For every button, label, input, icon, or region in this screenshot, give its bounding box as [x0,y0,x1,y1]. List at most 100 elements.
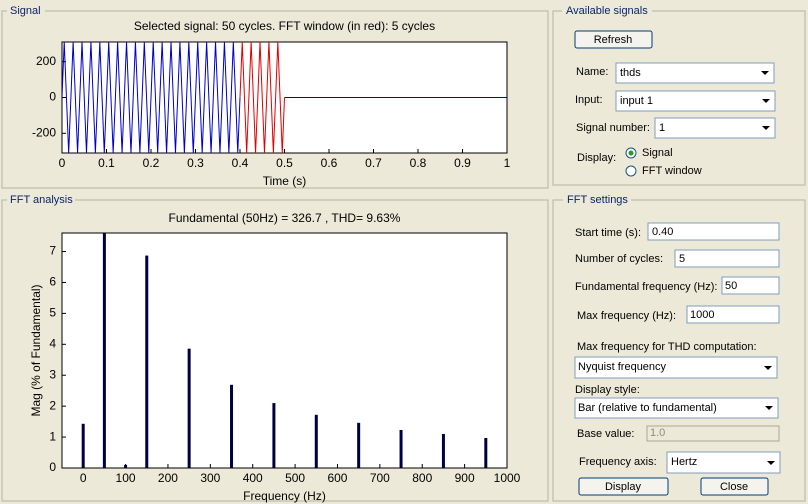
chart-title: Fundamental (50Hz) = 326.7 , THD= 9.63% [169,211,401,225]
x-tick-label: 0.8 [410,156,427,170]
x-tick-label: 200 [158,471,178,485]
select-value: input 1 [620,95,653,107]
panel-title: Signal [10,5,41,17]
y-axis-label: Mag (% of Fundamental) [29,284,43,416]
input-value: 0.40 [652,226,673,238]
x-tick-label: 300 [200,471,220,485]
dropdown-arrow [762,99,770,103]
signal-number-select[interactable] [654,117,776,139]
dropdown-arrow [762,126,770,130]
dropdown-arrow [767,461,775,465]
y-tick-label: 0 [49,90,56,104]
label: Name: [576,66,608,78]
select-value: thds [620,67,641,79]
label: Display style: [575,384,640,396]
frequency-axis-select[interactable] [666,451,781,474]
label: Start time (s): [575,227,641,239]
bar [272,403,276,468]
x-tick-label: 0.3 [187,156,204,170]
x-tick-label: 0.9 [454,156,471,170]
name-select[interactable] [615,62,775,84]
x-tick-label: 1 [504,156,511,170]
dropdown-arrow [761,71,769,75]
x-tick-label: 400 [243,471,263,485]
y-tick-label: 0 [49,460,56,474]
bar [145,255,149,468]
x-axis-label: Time (s) [263,174,307,188]
bar [399,429,403,468]
y-tick-label: 2 [49,398,56,412]
fundamental-input[interactable] [721,276,780,295]
radio-dot [628,150,634,156]
panel-frame [552,199,806,502]
radio-label: FFT window [642,165,702,177]
y-tick-label: 4 [49,336,56,350]
display-button[interactable] [578,477,669,496]
x-tick-label: 0.6 [321,156,338,170]
input-value: 5 [679,253,685,265]
bar [102,233,106,468]
x-tick-label: 0.2 [143,156,160,170]
select-value: 1 [659,122,665,134]
dropdown-arrow [764,366,772,370]
close-button[interactable] [700,477,769,496]
x-tick-label: 0 [59,156,66,170]
x-tick-label: 100 [116,471,136,485]
input-select[interactable] [615,90,776,112]
x-tick-label: 600 [327,471,347,485]
input-value: 1000 [690,309,714,321]
panel-title: Available signals [566,5,648,17]
label: Input: [575,94,603,106]
panel-frame [1,10,549,189]
panel-label-bg [7,194,75,206]
plot-content [81,233,488,468]
display-style-select[interactable] [574,397,779,419]
panel-frame [552,10,806,186]
x-tick-label: 0.5 [276,156,293,170]
bar [441,433,445,468]
bar [484,438,488,468]
bar [81,423,85,468]
button-label: Display [605,481,642,493]
refresh-button[interactable] [574,30,653,49]
bar [124,464,128,468]
panel-title: FFT analysis [10,194,73,206]
x-tick-label: 0.7 [365,156,382,170]
panel-title: FFT settings [567,194,628,206]
label: Frequency axis: [579,456,657,468]
x-tick-label: 0.1 [98,156,115,170]
label: Max frequency (Hz): [577,310,676,322]
max-frequency-input[interactable] [686,305,780,324]
dropdown-arrow [765,406,773,410]
panel-label-bg [7,5,45,17]
y-tick-label: 6 [49,275,56,289]
thd-select[interactable] [574,356,778,379]
x-tick-label: 0.4 [232,156,249,170]
select-value: Bar (relative to fundamental) [578,402,717,414]
panel-label-bg [562,5,652,17]
input-value: 1.0 [650,427,665,439]
x-tick-label: 1000 [494,471,521,485]
x-tick-label: 500 [285,471,305,485]
x-tick-label: 800 [412,471,432,485]
y-tick-label: 3 [49,367,56,381]
signal-line [62,42,241,153]
label: Signal number: [576,122,650,134]
y-tick-label: 5 [49,306,56,320]
base-value-input [646,425,780,442]
chart-title: Selected signal: 50 cycles. FFT window (… [134,19,435,33]
bar [357,422,361,468]
signal-line [239,42,285,153]
plot-area [61,232,508,469]
x-tick-label: 0 [80,471,87,485]
select-value: Nyquist frequency [578,361,667,373]
bar [187,348,191,468]
x-axis-label: Frequency (Hz) [243,489,326,503]
select-value: Hertz [671,456,697,468]
panel-label-bg [563,194,631,206]
radio-fft-window[interactable] [625,165,637,177]
start-time-input[interactable] [647,222,780,241]
cycles-input[interactable] [674,249,780,268]
y-tick-label: -200 [32,125,56,139]
